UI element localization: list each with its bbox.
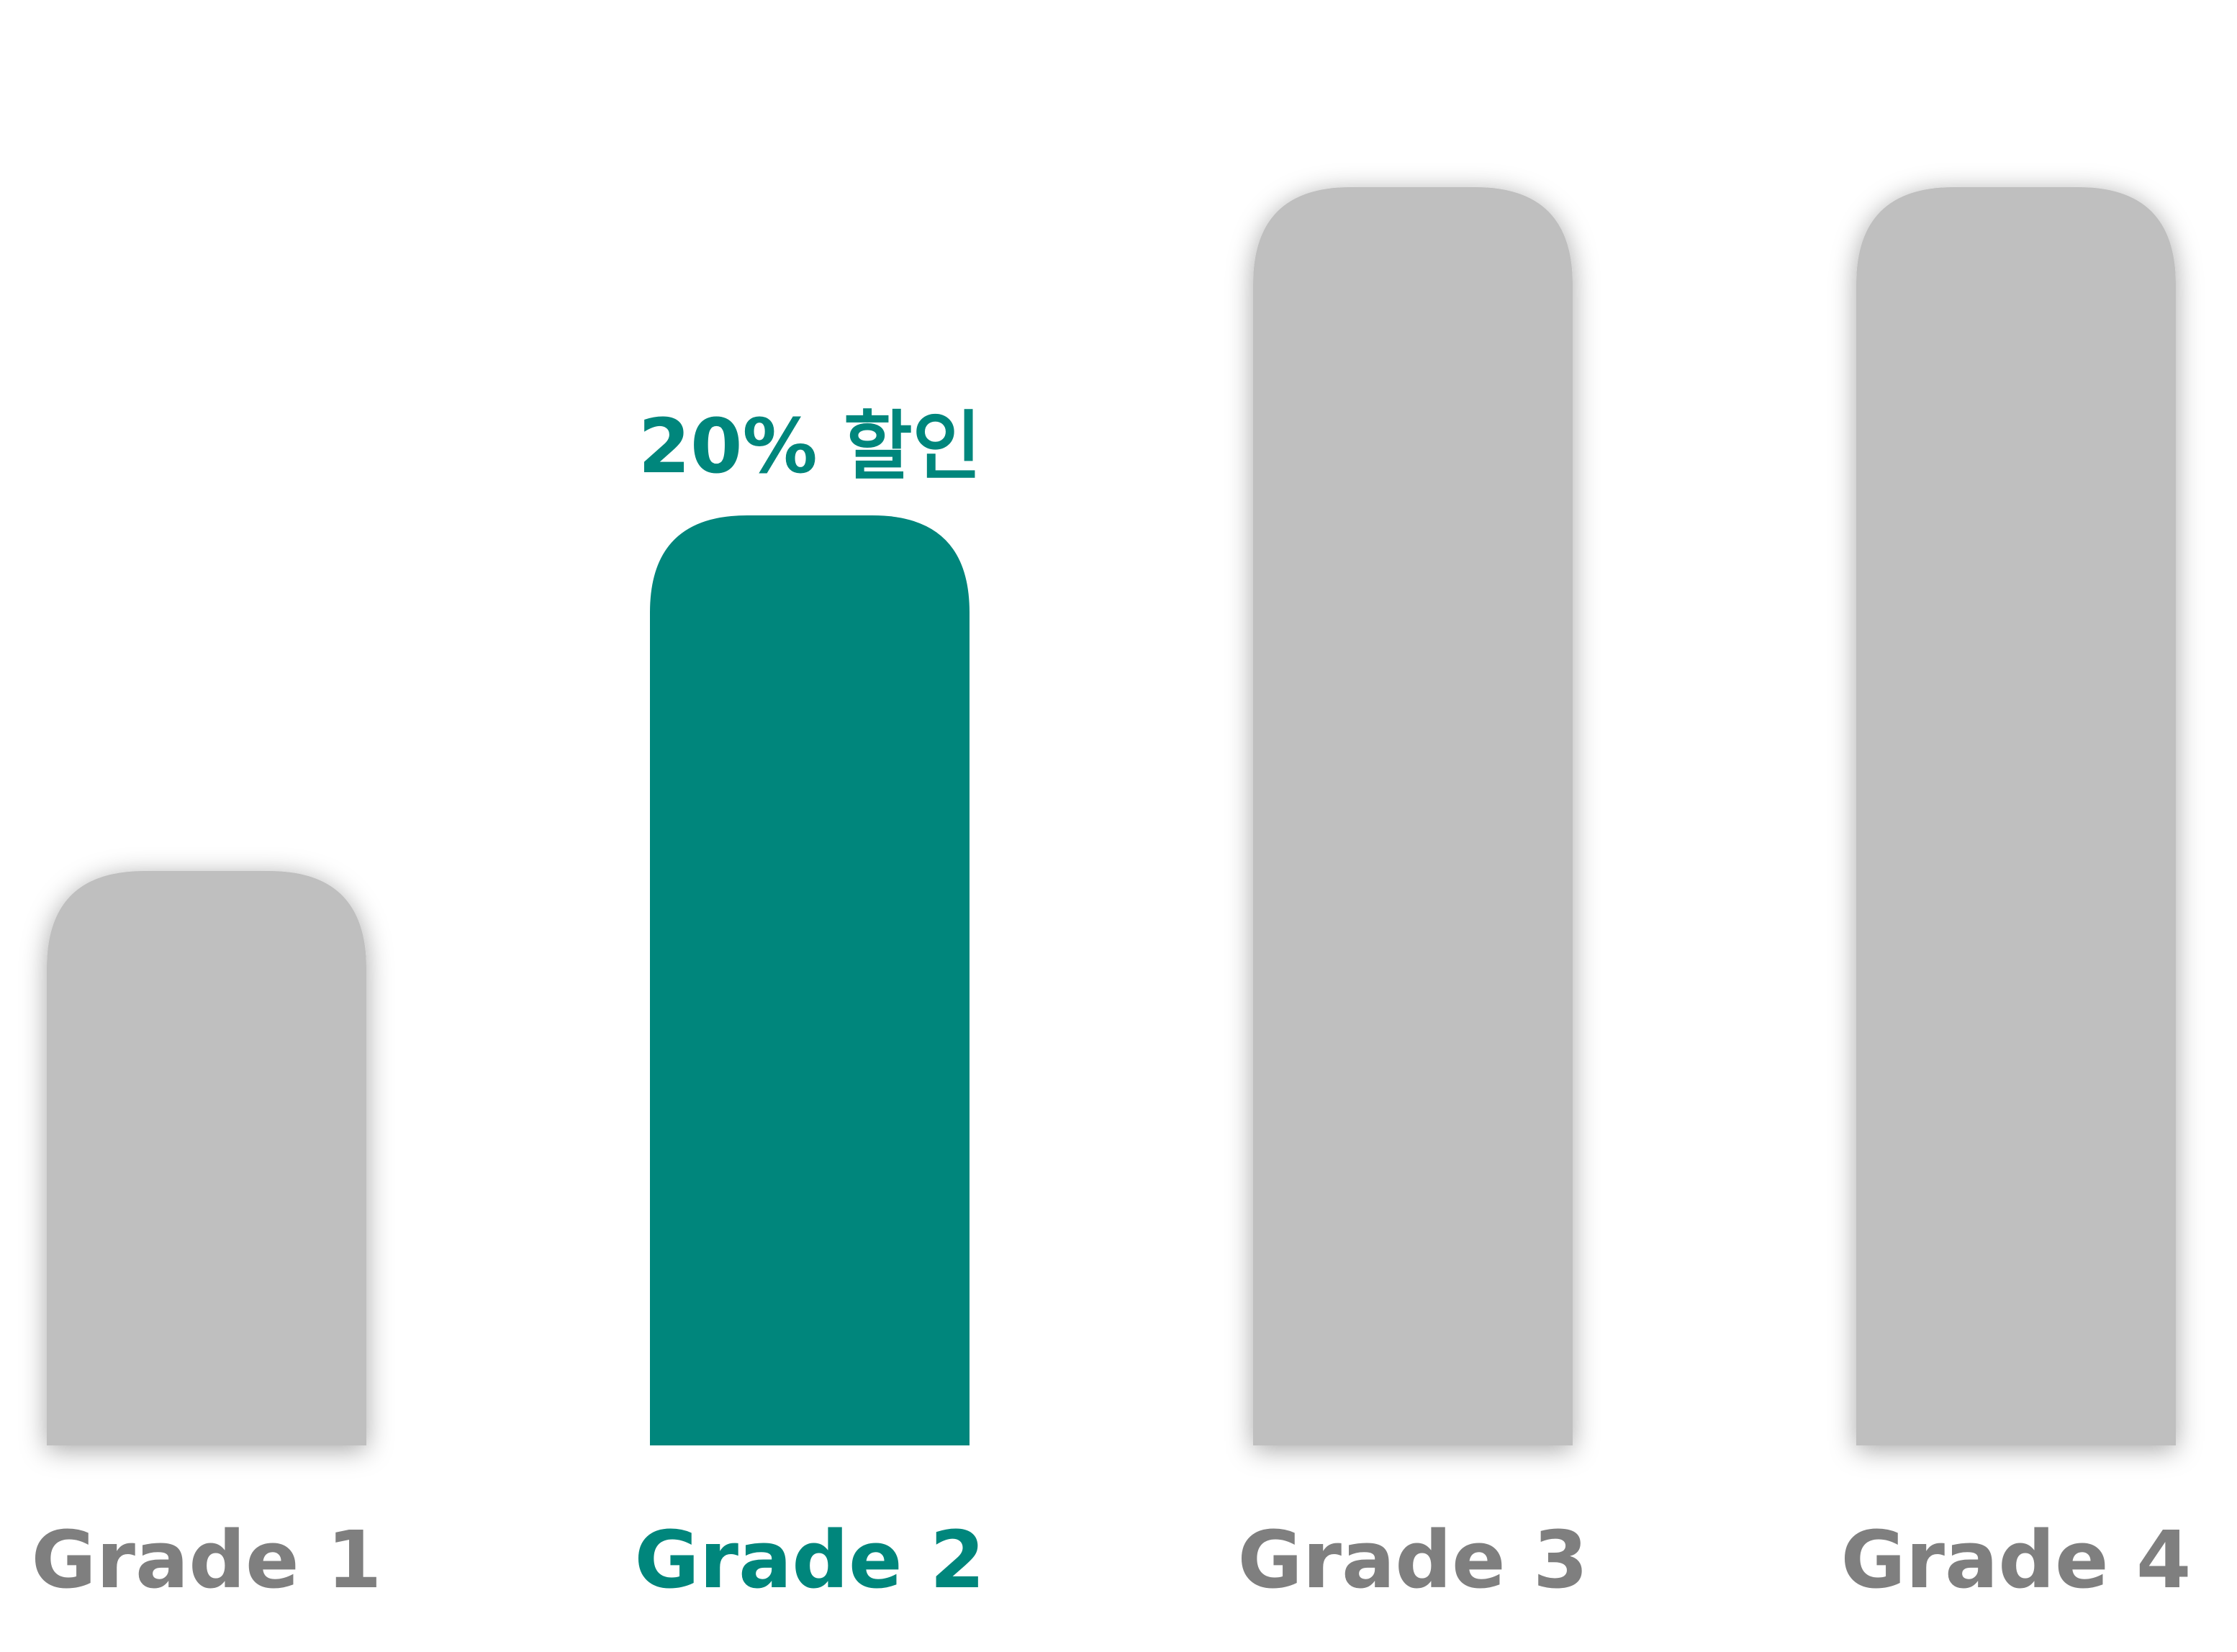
- bar-grade-3: [1253, 187, 1573, 1445]
- category-label: Grade 2: [635, 1514, 985, 1606]
- category-label: Grade 4: [1841, 1514, 2192, 1606]
- bars-layer: [47, 187, 2176, 1445]
- bar-grade-1: [47, 871, 366, 1445]
- bar-grade-4: [1856, 187, 2176, 1445]
- category-label: Grade 1: [32, 1514, 382, 1606]
- data-label: 20% 할인: [638, 402, 982, 490]
- bar-grade-2: [650, 515, 970, 1445]
- labels-layer: Grade 1 Grade 2 20% 할인 Grade 3 Grade 4: [32, 402, 2192, 1606]
- category-label: Grade 3: [1238, 1514, 1589, 1606]
